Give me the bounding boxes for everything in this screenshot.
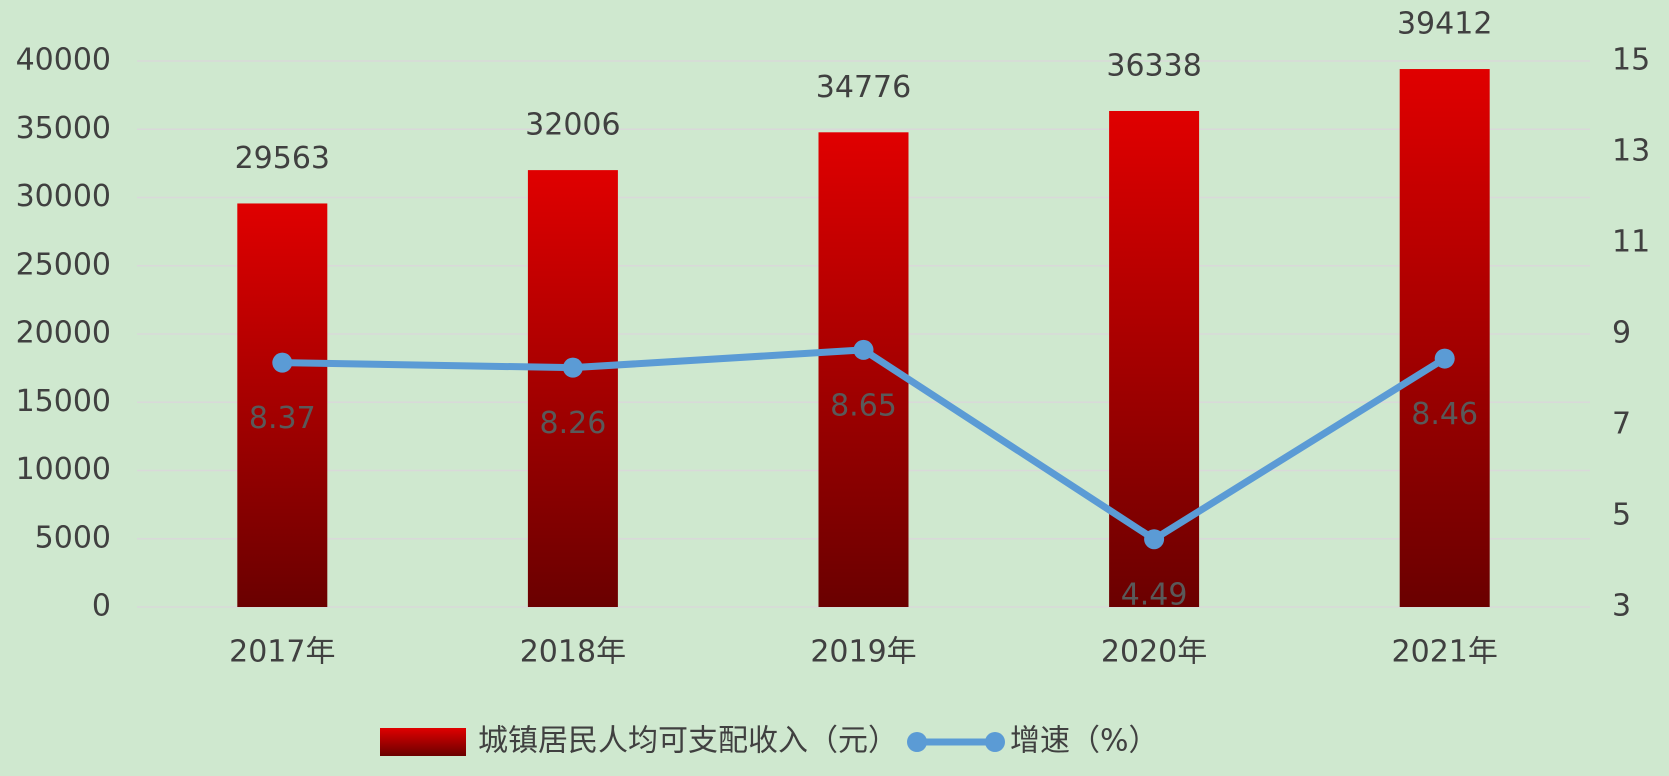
data-label: 36338 <box>1106 48 1201 83</box>
data-label: 8.65 <box>830 388 897 423</box>
y-tick-label: 10000 <box>16 452 111 487</box>
y-tick-label: 30000 <box>16 179 111 214</box>
data-label: 8.46 <box>1411 397 1478 432</box>
y2-tick-label: 15 <box>1612 43 1650 78</box>
y2-tick-label: 13 <box>1612 134 1650 169</box>
line-point <box>562 357 583 378</box>
data-label: 29563 <box>235 141 330 176</box>
y-tick-label: 40000 <box>16 43 111 78</box>
data-label: 39412 <box>1397 7 1492 42</box>
legend-label: 城镇居民人均可支配收入（元） <box>478 724 898 759</box>
bar <box>1399 69 1490 608</box>
x-tick-label: 2019年 <box>810 635 916 670</box>
legend-swatch <box>985 732 1005 752</box>
y2-tick-label: 5 <box>1612 498 1631 533</box>
line-point <box>272 352 293 373</box>
data-label: 4.49 <box>1121 578 1188 613</box>
line-point <box>853 339 874 360</box>
y-tick-label: 20000 <box>16 316 111 351</box>
bar <box>237 203 328 607</box>
y2-tick-label: 7 <box>1612 407 1631 442</box>
y2-tick-label: 11 <box>1612 225 1650 260</box>
x-tick-label: 2018年 <box>520 635 626 670</box>
x-tick-label: 2020年 <box>1101 635 1207 670</box>
y-tick-label: 35000 <box>16 111 111 146</box>
y2-tick-label: 9 <box>1612 316 1631 351</box>
legend-label: 增速（%） <box>1010 724 1159 759</box>
y-tick-label: 25000 <box>16 247 111 282</box>
data-label: 8.26 <box>540 406 607 441</box>
line-point <box>1434 348 1455 369</box>
y-tick-label: 15000 <box>16 384 111 419</box>
line-point <box>1144 529 1165 550</box>
legend-swatch <box>907 732 927 752</box>
bar <box>527 170 618 607</box>
data-label: 8.37 <box>249 401 316 436</box>
y-tick-label: 0 <box>92 589 111 624</box>
y2-tick-label: 3 <box>1612 589 1631 624</box>
data-label: 32006 <box>525 108 620 143</box>
x-tick-label: 2021年 <box>1392 635 1498 670</box>
x-tick-label: 2017年 <box>229 635 335 670</box>
legend-swatch <box>380 728 466 756</box>
y-tick-label: 5000 <box>35 520 111 555</box>
data-label: 34776 <box>816 70 911 105</box>
